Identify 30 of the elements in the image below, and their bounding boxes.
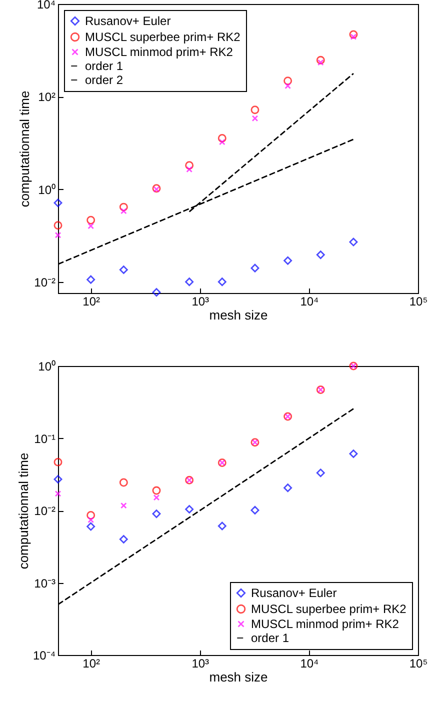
legend-label: Rusanov+ Euler: [85, 14, 171, 28]
legend-label: order 1: [85, 59, 124, 73]
x-tick-label: 10²: [82, 656, 100, 670]
y-tick-label: 10²: [38, 90, 56, 104]
y-tick-label: 10⁴: [36, 0, 56, 12]
y-tick-label: 10⁻⁴: [32, 648, 56, 662]
legend-label: order 1: [251, 631, 290, 645]
y-tick-label: 10⁻¹: [34, 432, 56, 446]
y-tick-label: 10⁻³: [34, 576, 56, 590]
y-tick-label: 10⁻²: [34, 504, 56, 518]
x-axis-title: mesh size: [209, 670, 268, 684]
legend-label: MUSCL minmod prim+ RK2: [85, 45, 234, 59]
x-tick-label: 10⁵: [409, 294, 428, 308]
legend-label: MUSCL superbee prim+ RK2: [251, 602, 407, 616]
x-tick-label: 10⁴: [300, 294, 319, 308]
x-tick-label: 10³: [192, 294, 210, 308]
y-tick-label: 10⁰: [38, 360, 56, 374]
y-tick-label: 10⁰: [38, 182, 56, 197]
x-tick-label: 10⁵: [409, 656, 428, 670]
y-tick-label: 10⁻²: [34, 276, 56, 290]
legend-label: MUSCL minmod prim+ RK2: [251, 617, 400, 631]
x-axis-title: mesh size: [209, 308, 268, 322]
legend-label: Rusanov+ Euler: [251, 586, 337, 600]
y-axis-title: computationnal time: [16, 452, 31, 570]
y-axis-title: computationnal time: [17, 90, 32, 208]
x-tick-label: 10⁴: [300, 656, 319, 670]
legend-label: MUSCL superbee prim+ RK2: [85, 30, 241, 44]
x-tick-label: 10²: [82, 294, 100, 308]
legend-label: order 2: [85, 73, 124, 87]
x-tick-label: 10³: [192, 656, 210, 670]
